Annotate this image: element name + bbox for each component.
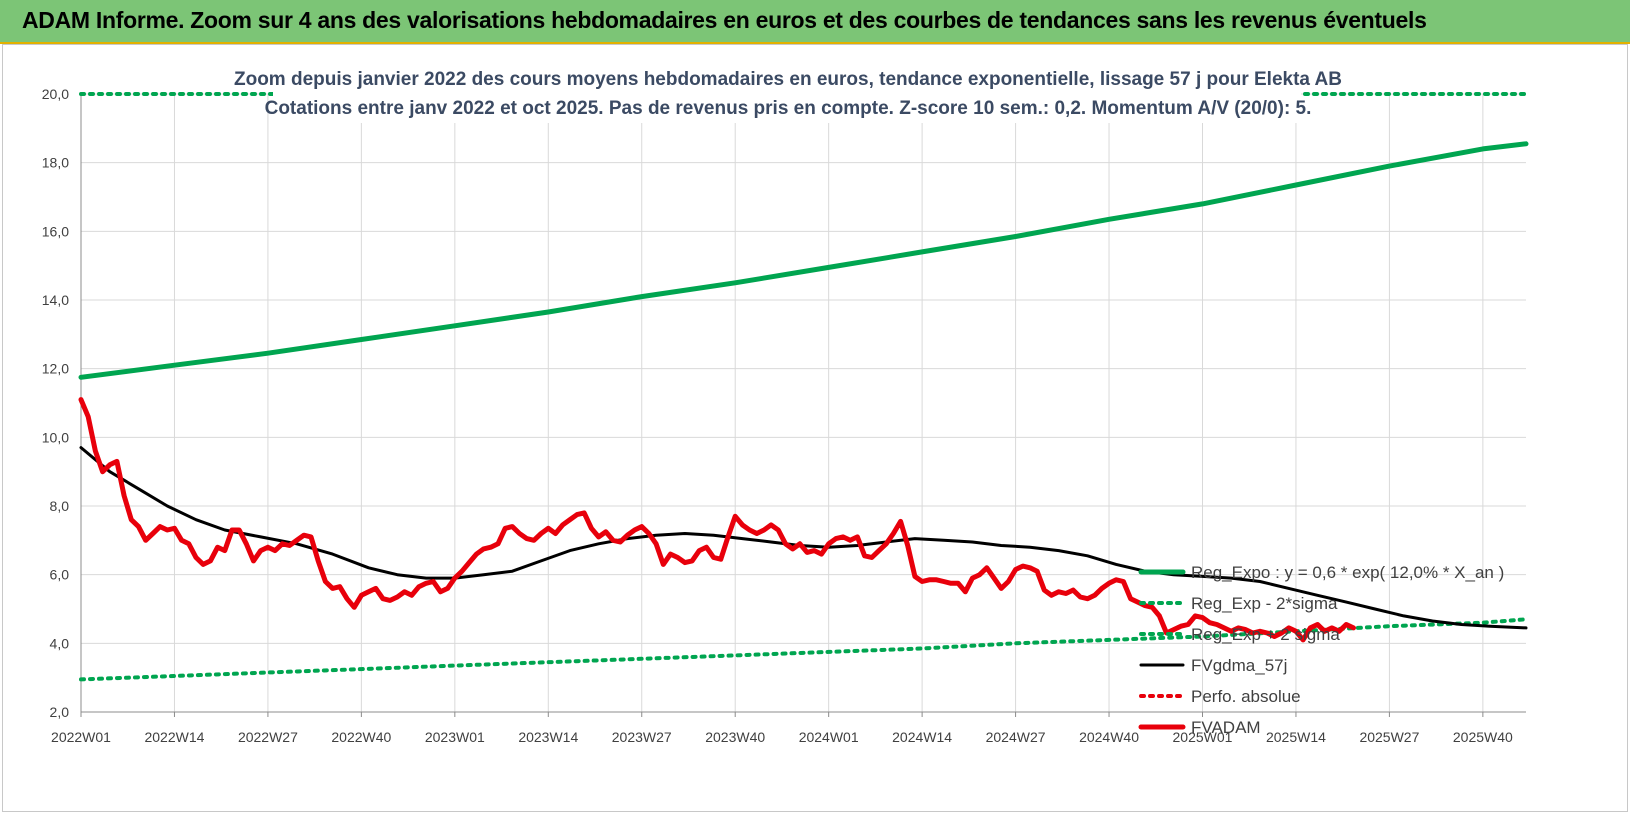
y-tick-label: 18,0 (42, 155, 69, 171)
y-tick-label: 2,0 (50, 704, 70, 720)
series-line-0 (78, 141, 1529, 380)
legend: Reg_Expo : y = 0,6 * exp( 12,0% * X_an )… (1138, 563, 1504, 737)
chart-title: Zoom depuis janvier 2022 des cours moyen… (234, 69, 1342, 90)
header-bar: ADAM Informe. Zoom sur 4 ans des valoris… (0, 0, 1630, 44)
grid (80, 93, 1526, 713)
x-tick-label: 2025W27 (1359, 729, 1419, 745)
x-tick-label: 2023W40 (705, 729, 765, 745)
x-tick-label: 2022W14 (144, 729, 204, 745)
y-tick-label: 14,0 (42, 292, 69, 308)
x-tick-label: 2023W01 (425, 729, 485, 745)
legend-label: Reg_Exp + 2 sigma (1191, 625, 1340, 644)
x-tick-label: 2025W40 (1453, 729, 1513, 745)
x-tick-label: 2024W01 (799, 729, 859, 745)
header-title: ADAM Informe. Zoom sur 4 ans des valoris… (22, 7, 1427, 33)
y-tick-label: 4,0 (50, 635, 70, 651)
x-tick-label: 2023W14 (518, 729, 578, 745)
x-tick-label: 2024W27 (986, 729, 1046, 745)
plot-area (78, 92, 1529, 682)
legend-label: FVADAM (1191, 718, 1261, 737)
y-tick-label: 12,0 (42, 361, 69, 377)
x-tick-label: 2024W14 (892, 729, 952, 745)
y-tick-label: 10,0 (42, 429, 69, 445)
x-tick-label: 2022W40 (331, 729, 391, 745)
x-tick-label: 2022W01 (51, 729, 111, 745)
legend-label: Reg_Exp - 2*sigma (1191, 594, 1338, 613)
series-line-3 (79, 446, 1528, 630)
legend-label: Perfo. absolue (1191, 687, 1301, 706)
x-tick-label: 2025W14 (1266, 729, 1326, 745)
axes: 2,0 4,0 6,0 8,0 10,0 12,0 14,0 16,0 18,0 20,0 2022… (42, 86, 1526, 745)
x-tick-label: 2022W27 (238, 729, 298, 745)
x-tick-label: 2024W40 (1079, 729, 1139, 745)
chart-title-block: Zoom depuis janvier 2022 des cours moyen… (234, 57, 1342, 123)
series-line-1 (79, 617, 1528, 682)
y-tick-label: 16,0 (42, 223, 69, 239)
y-tick-label: 8,0 (50, 498, 70, 514)
chart-title-background (273, 57, 1301, 123)
y-tick-label: 6,0 (50, 567, 70, 583)
legend-label: Reg_Expo : y = 0,6 * exp( 12,0% * X_an ) (1191, 563, 1504, 582)
chart-frame: 2,0 4,0 6,0 8,0 10,0 12,0 14,0 16,0 18,0 20,0 2022… (2, 44, 1628, 812)
legend-label: FVgdma_57j (1191, 656, 1287, 675)
x-tick-label: 2025W01 (1173, 729, 1233, 745)
y-tick-label: 20,0 (42, 86, 69, 102)
x-tick-label: 2023W27 (612, 729, 672, 745)
chart-subtitle: Cotations entre janv 2022 et oct 2025. P… (265, 98, 1312, 119)
chart: 2,0 4,0 6,0 8,0 10,0 12,0 14,0 16,0 18,0 20,0 2022… (42, 57, 1529, 745)
